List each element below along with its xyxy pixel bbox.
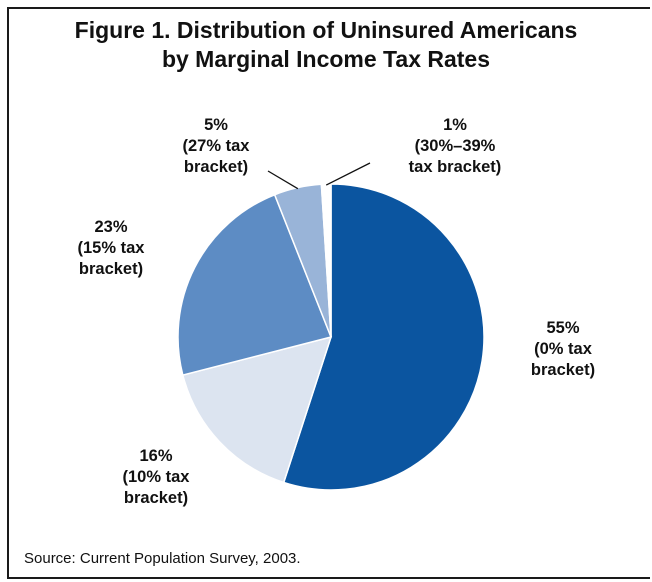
slice-label-1-pct: 16% (10% tax bracket): [101, 446, 211, 509]
slice-label-0-value: 55%: [546, 319, 580, 337]
slice-label-2-pct: 23% (15% tax bracket): [56, 217, 166, 280]
pie-outline: [177, 183, 485, 491]
slice-label-1-value: 16%: [139, 447, 173, 465]
chart-title-line-1: Figure 1. Distribution of Uninsured Amer…: [74, 17, 578, 43]
slice-label-1-name: (10% tax: [122, 468, 190, 486]
slice-label-4-value: 1%: [443, 116, 467, 134]
slice-label-0-name: (0% tax: [534, 340, 592, 358]
chart-title-line-2: by Marginal Income Tax Rates: [161, 46, 491, 72]
slice-label-0-name2: bracket): [530, 361, 596, 379]
leader-line-1pct: [325, 162, 371, 186]
source-note: Source: Current Population Survey, 2003.: [24, 550, 301, 567]
leader-line-5pct: [267, 170, 299, 190]
slice-label-0-pct: 55% (0% tax bracket): [508, 318, 618, 381]
chart-frame: [7, 7, 650, 579]
slice-label-3-name: (27% tax: [182, 137, 250, 155]
slice-label-4-pct: 1% (30%–39% tax bracket): [375, 115, 535, 178]
slice-label-3-name2: bracket): [183, 158, 249, 176]
slice-label-3-pct: 5% (27% tax bracket): [161, 115, 271, 178]
slice-label-1-name2: bracket): [123, 489, 189, 507]
slice-label-2-value: 23%: [94, 218, 128, 236]
slice-label-2-name2: bracket): [78, 260, 144, 278]
slice-label-3-value: 5%: [204, 116, 228, 134]
slice-label-4-name2: tax bracket): [408, 158, 502, 176]
slice-label-2-name: (15% tax: [77, 239, 145, 257]
slice-label-4-name: (30%–39%: [414, 137, 496, 155]
chart-title: Figure 1. Distribution of Uninsured Amer…: [0, 16, 652, 74]
